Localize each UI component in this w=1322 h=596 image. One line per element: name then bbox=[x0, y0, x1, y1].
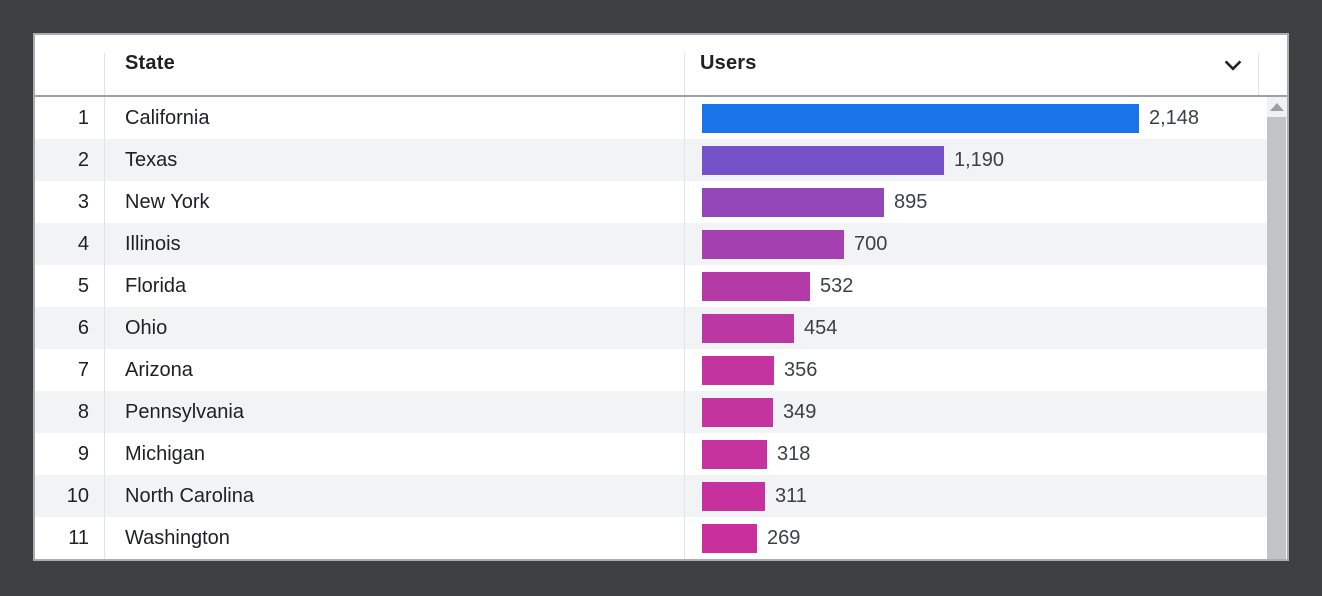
users-bar bbox=[702, 439, 767, 469]
users-value: 532 bbox=[820, 274, 854, 297]
row-users-cell: 454 bbox=[684, 307, 1287, 349]
users-value: 318 bbox=[777, 442, 811, 465]
table-body: 1 California 2,148 2 Texas 1,190 3 New Y… bbox=[35, 97, 1287, 559]
row-users-cell: 356 bbox=[684, 349, 1287, 391]
users-value: 311 bbox=[775, 484, 807, 507]
users-bar bbox=[702, 523, 757, 553]
row-users-cell: 269 bbox=[684, 517, 1287, 559]
table-row[interactable]: 10 North Carolina 311 bbox=[35, 475, 1287, 517]
row-users-cell: 532 bbox=[684, 265, 1287, 307]
row-rank: 9 bbox=[77, 442, 89, 465]
row-state-label: New York bbox=[104, 181, 684, 223]
row-rank: 8 bbox=[77, 400, 89, 423]
header-divider bbox=[1258, 53, 1259, 95]
row-users-cell: 349 bbox=[684, 391, 1287, 433]
users-bar bbox=[702, 313, 794, 343]
vertical-scrollbar[interactable] bbox=[1267, 97, 1287, 559]
table-header: State Users bbox=[35, 35, 1287, 97]
column-header-users[interactable]: Users bbox=[700, 52, 757, 74]
row-state-label: Texas bbox=[104, 139, 684, 181]
table-row[interactable]: 9 Michigan 318 bbox=[35, 433, 1287, 475]
row-users-cell: 895 bbox=[684, 181, 1287, 223]
users-bar bbox=[702, 187, 884, 217]
row-state-label: Washington bbox=[104, 517, 684, 559]
row-rank: 7 bbox=[77, 358, 89, 381]
users-bar bbox=[702, 103, 1139, 133]
users-value: 269 bbox=[767, 526, 801, 549]
column-header-state[interactable]: State bbox=[125, 52, 175, 74]
row-state-label: Pennsylvania bbox=[104, 391, 684, 433]
row-state-label: Arizona bbox=[104, 349, 684, 391]
row-state-label: Illinois bbox=[104, 223, 684, 265]
users-value: 700 bbox=[854, 232, 888, 255]
users-value: 349 bbox=[783, 400, 817, 423]
row-rank: 6 bbox=[77, 316, 89, 339]
row-rank: 3 bbox=[77, 190, 89, 213]
table-row[interactable]: 2 Texas 1,190 bbox=[35, 139, 1287, 181]
row-rank: 4 bbox=[77, 232, 89, 255]
scrollbar-thumb[interactable] bbox=[1267, 117, 1286, 559]
users-bar bbox=[702, 397, 773, 427]
table-row[interactable]: 3 New York 895 bbox=[35, 181, 1287, 223]
scroll-up-icon bbox=[1270, 103, 1284, 111]
row-state-label: California bbox=[104, 97, 684, 139]
row-rank: 1 bbox=[77, 106, 89, 129]
users-bar bbox=[702, 145, 944, 175]
users-value: 2,148 bbox=[1149, 106, 1200, 129]
row-users-cell: 2,148 bbox=[684, 97, 1287, 139]
row-rank: 5 bbox=[77, 274, 89, 297]
row-rank: 2 bbox=[77, 148, 89, 171]
row-state-label: North Carolina bbox=[104, 475, 684, 517]
row-state-label: Michigan bbox=[104, 433, 684, 475]
analytics-table-card: State Users 1 California 2,148 2 Texas 1… bbox=[33, 33, 1289, 561]
scroll-up-button[interactable] bbox=[1267, 97, 1287, 117]
users-bar bbox=[702, 481, 765, 511]
chevron-down-icon[interactable] bbox=[1220, 52, 1246, 78]
users-bar bbox=[702, 355, 774, 385]
table-row[interactable]: 7 Arizona 356 bbox=[35, 349, 1287, 391]
row-state-label: Florida bbox=[104, 265, 684, 307]
users-value: 356 bbox=[784, 358, 818, 381]
row-rank: 10 bbox=[66, 484, 89, 507]
header-divider bbox=[104, 53, 105, 95]
table-row[interactable]: 11 Washington 269 bbox=[35, 517, 1287, 559]
row-users-cell: 1,190 bbox=[684, 139, 1287, 181]
row-users-cell: 318 bbox=[684, 433, 1287, 475]
row-users-cell: 700 bbox=[684, 223, 1287, 265]
table-row[interactable]: 8 Pennsylvania 349 bbox=[35, 391, 1287, 433]
header-divider bbox=[684, 53, 685, 95]
table-row[interactable]: 6 Ohio 454 bbox=[35, 307, 1287, 349]
table-row[interactable]: 4 Illinois 700 bbox=[35, 223, 1287, 265]
users-value: 895 bbox=[894, 190, 928, 213]
users-value: 454 bbox=[804, 316, 838, 339]
row-rank: 11 bbox=[68, 526, 89, 549]
row-users-cell: 311 bbox=[684, 475, 1287, 517]
users-bar bbox=[702, 271, 810, 301]
users-value: 1,190 bbox=[954, 148, 1005, 171]
users-bar bbox=[702, 229, 844, 259]
table-row[interactable]: 5 Florida 532 bbox=[35, 265, 1287, 307]
row-state-label: Ohio bbox=[104, 307, 684, 349]
table-row[interactable]: 1 California 2,148 bbox=[35, 97, 1287, 139]
